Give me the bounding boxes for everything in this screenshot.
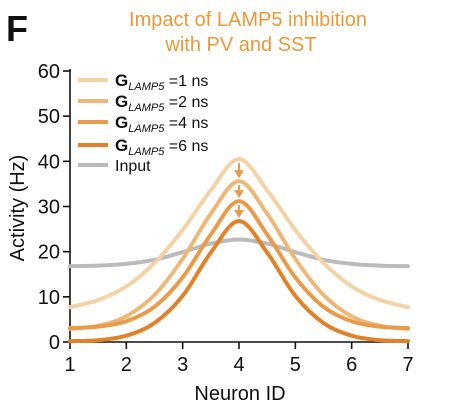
legend-label: GLAMP5 =6 ns [115, 136, 208, 158]
decrease-arrow [234, 163, 244, 179]
chart-title-line-1: Impact of LAMP5 inhibition [129, 9, 367, 31]
series-line-g-lamp5-4 [68, 218, 410, 344]
chart-axes: 0 10 20 30 40 50 60 1 2 3 4 5 6 7 [38, 61, 414, 376]
panel-label: F [6, 8, 28, 49]
y-tick-label: 0 [49, 332, 60, 354]
legend-label: GLAMP5 =4 ns [115, 113, 208, 135]
legend-item: GLAMP5 =1 ns [78, 71, 208, 93]
series-line-input [68, 237, 410, 269]
y-tick-label: 40 [38, 151, 60, 173]
decrease-arrow [234, 185, 244, 199]
x-tick-label: 7 [402, 354, 413, 376]
x-tick-label: 3 [177, 354, 188, 376]
x-tick-label: 6 [346, 354, 357, 376]
series-line-g-lamp5-3 [68, 199, 410, 330]
y-tick-label: 60 [38, 61, 60, 83]
legend-item: Input [78, 158, 151, 175]
legend-item: GLAMP5 =4 ns [78, 113, 208, 135]
y-tick-label: 30 [38, 197, 60, 219]
series-line-g-lamp5-2 [68, 179, 410, 331]
y-tick-label: 50 [38, 106, 60, 128]
chart-series-layer [68, 157, 410, 344]
y-axis-label: Activity (Hz) [7, 155, 29, 262]
x-axis-label: Neuron ID [194, 383, 285, 405]
legend-item: GLAMP5 =6 ns [78, 136, 208, 158]
series-line-g-lamp5-1 [68, 157, 410, 310]
x-tick-label: 4 [233, 354, 244, 376]
legend-label: Input [115, 158, 151, 175]
y-tick-label: 20 [38, 242, 60, 264]
x-tick-label: 2 [121, 354, 132, 376]
y-tick-label: 10 [38, 287, 60, 309]
legend-label: GLAMP5 =1 ns [115, 71, 208, 93]
chart-arrow-layer [234, 163, 244, 218]
legend-label: GLAMP5 =2 ns [115, 92, 208, 114]
decrease-arrow [234, 205, 244, 218]
x-tick-label: 1 [64, 354, 75, 376]
chart-title-line-2: with PV and SST [164, 34, 316, 56]
legend-item: GLAMP5 =2 ns [78, 92, 208, 114]
x-tick-label: 5 [290, 354, 301, 376]
